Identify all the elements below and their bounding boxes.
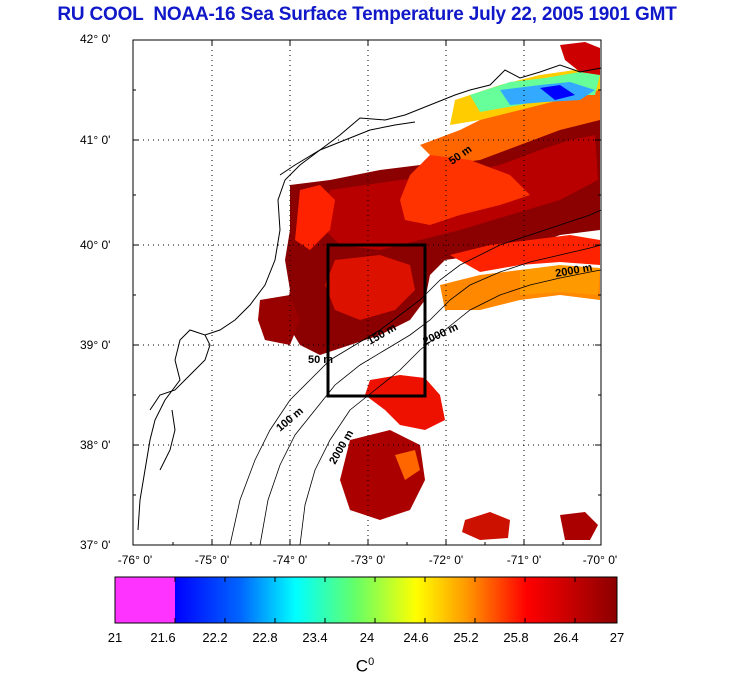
- colorbar-tick-24-6: 24.6: [403, 630, 429, 645]
- colorbar-tick-21-6: 21.6: [150, 630, 176, 645]
- colorbar-tick-25-2: 25.2: [453, 630, 479, 645]
- colorbar-ticks: [114, 577, 576, 623]
- coastline: [137, 64, 601, 531]
- colorbar-tick-22-8: 22.8: [252, 630, 278, 645]
- lat-label-40: 40° 0': [80, 238, 111, 252]
- lon-label-76: -76° 0': [117, 553, 153, 567]
- colorbar-tick-27: 27: [609, 630, 625, 645]
- colorbar-unit: C0: [340, 656, 390, 677]
- colorbar-tick-26-4: 26.4: [553, 630, 579, 645]
- lat-label-39: 39° 0': [80, 338, 111, 352]
- colorbar-unit-sup: 0: [368, 656, 375, 668]
- lon-label-73: -73° 0': [350, 553, 386, 567]
- lat-label-37: 37° 0': [80, 538, 111, 552]
- bathymetry-contours: [229, 209, 601, 545]
- colorbar-tick-24: 24: [359, 630, 375, 645]
- colorbar-unit-base: C: [355, 656, 369, 676]
- colorbar-tick-22-2: 22.2: [202, 630, 228, 645]
- lat-label-41: 41° 0': [80, 133, 111, 147]
- colorbar-tick-25-8: 25.8: [503, 630, 529, 645]
- lat-label-42: 42° 0': [80, 32, 111, 46]
- lon-label-72: -72° 0': [428, 553, 464, 567]
- study-area-box: [326, 243, 427, 398]
- sst-field: [258, 42, 600, 540]
- lat-label-38: 38° 0': [80, 438, 111, 452]
- lon-label-74: -74° 0': [272, 553, 308, 567]
- axis-ticks: [133, 40, 601, 545]
- lon-label-71: -71° 0': [506, 553, 542, 567]
- colorbar: [114, 576, 618, 624]
- lon-label-75: -75° 0': [194, 553, 230, 567]
- lon-label-70: -70° 0': [582, 553, 618, 567]
- colorbar-tick-21: 21: [107, 630, 123, 645]
- map-title: RU COOL NOAA-16 Sea Surface Temperature …: [57, 4, 677, 25]
- graticule: [133, 40, 601, 545]
- colorbar-tick-23-4: 23.4: [302, 630, 328, 645]
